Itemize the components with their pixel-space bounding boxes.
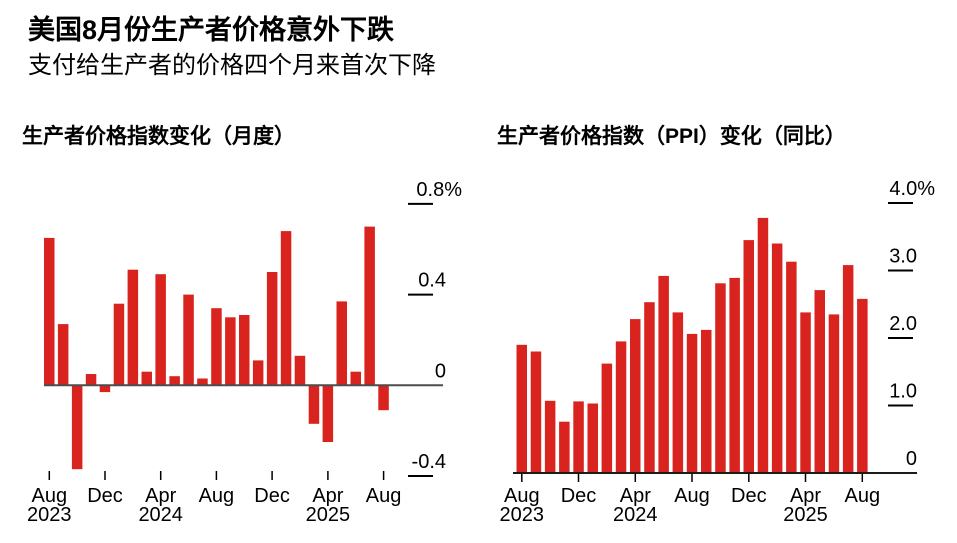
- x-tick-month: Aug: [32, 485, 68, 507]
- bar-Sep 2023: [57, 324, 69, 386]
- bar-Sep 2023: [530, 351, 542, 473]
- x-tick-month: Dec: [254, 485, 290, 507]
- x-tick-month: Apr: [312, 485, 343, 507]
- x-tick-month: Aug: [674, 485, 710, 507]
- bar-Jul 2024: [197, 378, 208, 386]
- bar-Jun 2024: [183, 294, 194, 386]
- bar-Nov 2023: [559, 421, 570, 473]
- bar-Jul 2024: [672, 312, 684, 473]
- x-tick-year: 2023: [500, 504, 545, 526]
- bar-Jun 2025: [350, 371, 361, 386]
- bar-Sep 2024: [225, 317, 236, 386]
- bar-Feb 2024: [601, 363, 613, 473]
- x-tick-year: 2025: [783, 504, 828, 526]
- bar-Dec 2023: [573, 401, 584, 473]
- y-tick-label: 3.0: [889, 246, 917, 268]
- bar-Dec 2023: [99, 385, 111, 393]
- bar-Aug 2023: [516, 344, 527, 474]
- x-tick-year: 2024: [138, 504, 183, 526]
- bar-Oct 2024: [715, 283, 726, 473]
- chart-title-yoy: 生产者价格指数（PPI）变化（同比）: [497, 125, 846, 148]
- bar-Nov 2023: [85, 374, 97, 386]
- bar-Feb 2025: [771, 243, 783, 473]
- y-tick-label: 0: [435, 360, 446, 382]
- bar-May 2025: [336, 301, 347, 386]
- x-tick-month: Dec: [87, 485, 123, 507]
- bar-Apr 2025: [800, 312, 811, 473]
- bar-May 2024: [644, 302, 655, 473]
- bar-Jan 2025: [757, 217, 769, 473]
- x-tick-month: Aug: [366, 485, 402, 507]
- x-tick-month: Dec: [731, 485, 767, 507]
- x-tick-month: Dec: [561, 485, 597, 507]
- bar-Jun 2024: [658, 275, 669, 473]
- page-subtitle: 支付给生产者的价格四个月来首次下降: [28, 52, 436, 79]
- y-tick-label: 0: [906, 448, 917, 470]
- x-tick-month: Aug: [199, 485, 235, 507]
- bar-Apr 2025: [322, 385, 334, 442]
- x-tick-year: 2024: [613, 504, 658, 526]
- bar-Aug 2023: [44, 237, 55, 386]
- x-tick-month: Apr: [620, 485, 651, 507]
- bar-Jan 2024: [113, 303, 125, 386]
- y-tick-label: 0.4: [418, 270, 446, 292]
- bar-Dec 2024: [743, 240, 754, 473]
- page-title: 美国8月份生产者价格意外下跌: [28, 15, 395, 45]
- x-tick-year: 2025: [306, 504, 351, 526]
- bar-Aug 2024: [211, 308, 222, 386]
- bar-Mar 2024: [141, 371, 152, 386]
- y-tick-label: 2.0: [889, 313, 917, 335]
- x-tick-month: Apr: [790, 485, 821, 507]
- bar-Mar 2025: [308, 385, 320, 424]
- bar-Nov 2024: [729, 277, 740, 473]
- bar-Mar 2024: [615, 341, 627, 473]
- bar-Aug 2025: [857, 298, 868, 473]
- bar-May 2025: [814, 290, 825, 473]
- bar-Aug 2025: [378, 385, 389, 411]
- x-tick-month: Apr: [145, 485, 176, 507]
- y-tick-label: 1.0: [889, 381, 917, 403]
- bar-Jul 2025: [364, 226, 375, 386]
- bar-Feb 2025: [294, 355, 306, 386]
- x-tick-month: Aug: [845, 485, 881, 507]
- chart-title-monthly: 生产者价格指数变化（月度）: [22, 125, 295, 148]
- bar-Nov 2024: [252, 360, 264, 386]
- x-tick-month: Aug: [504, 485, 540, 507]
- y-tick-label: -0.4: [412, 451, 446, 473]
- y-tick-label: 4.0%: [889, 178, 935, 200]
- x-tick-year: 2023: [27, 504, 72, 526]
- bar-Sep 2024: [701, 329, 712, 473]
- bar-Jan 2024: [587, 403, 598, 473]
- bar-Aug 2024: [686, 333, 698, 473]
- bar-Apr 2024: [155, 274, 166, 386]
- bar-Jan 2025: [280, 231, 292, 386]
- bar-Oct 2023: [71, 385, 83, 470]
- y-tick-label: 0.8%: [416, 179, 462, 201]
- bar-Jun 2025: [828, 314, 840, 473]
- bar-May 2024: [169, 376, 180, 386]
- bar-Dec 2024: [266, 272, 278, 386]
- bar-Jul 2025: [842, 265, 854, 473]
- bar-Apr 2024: [630, 319, 641, 473]
- bar-Oct 2023: [544, 400, 556, 473]
- bar-Feb 2024: [127, 269, 139, 386]
- bar-Mar 2025: [786, 261, 797, 473]
- bar-Oct 2024: [239, 315, 250, 386]
